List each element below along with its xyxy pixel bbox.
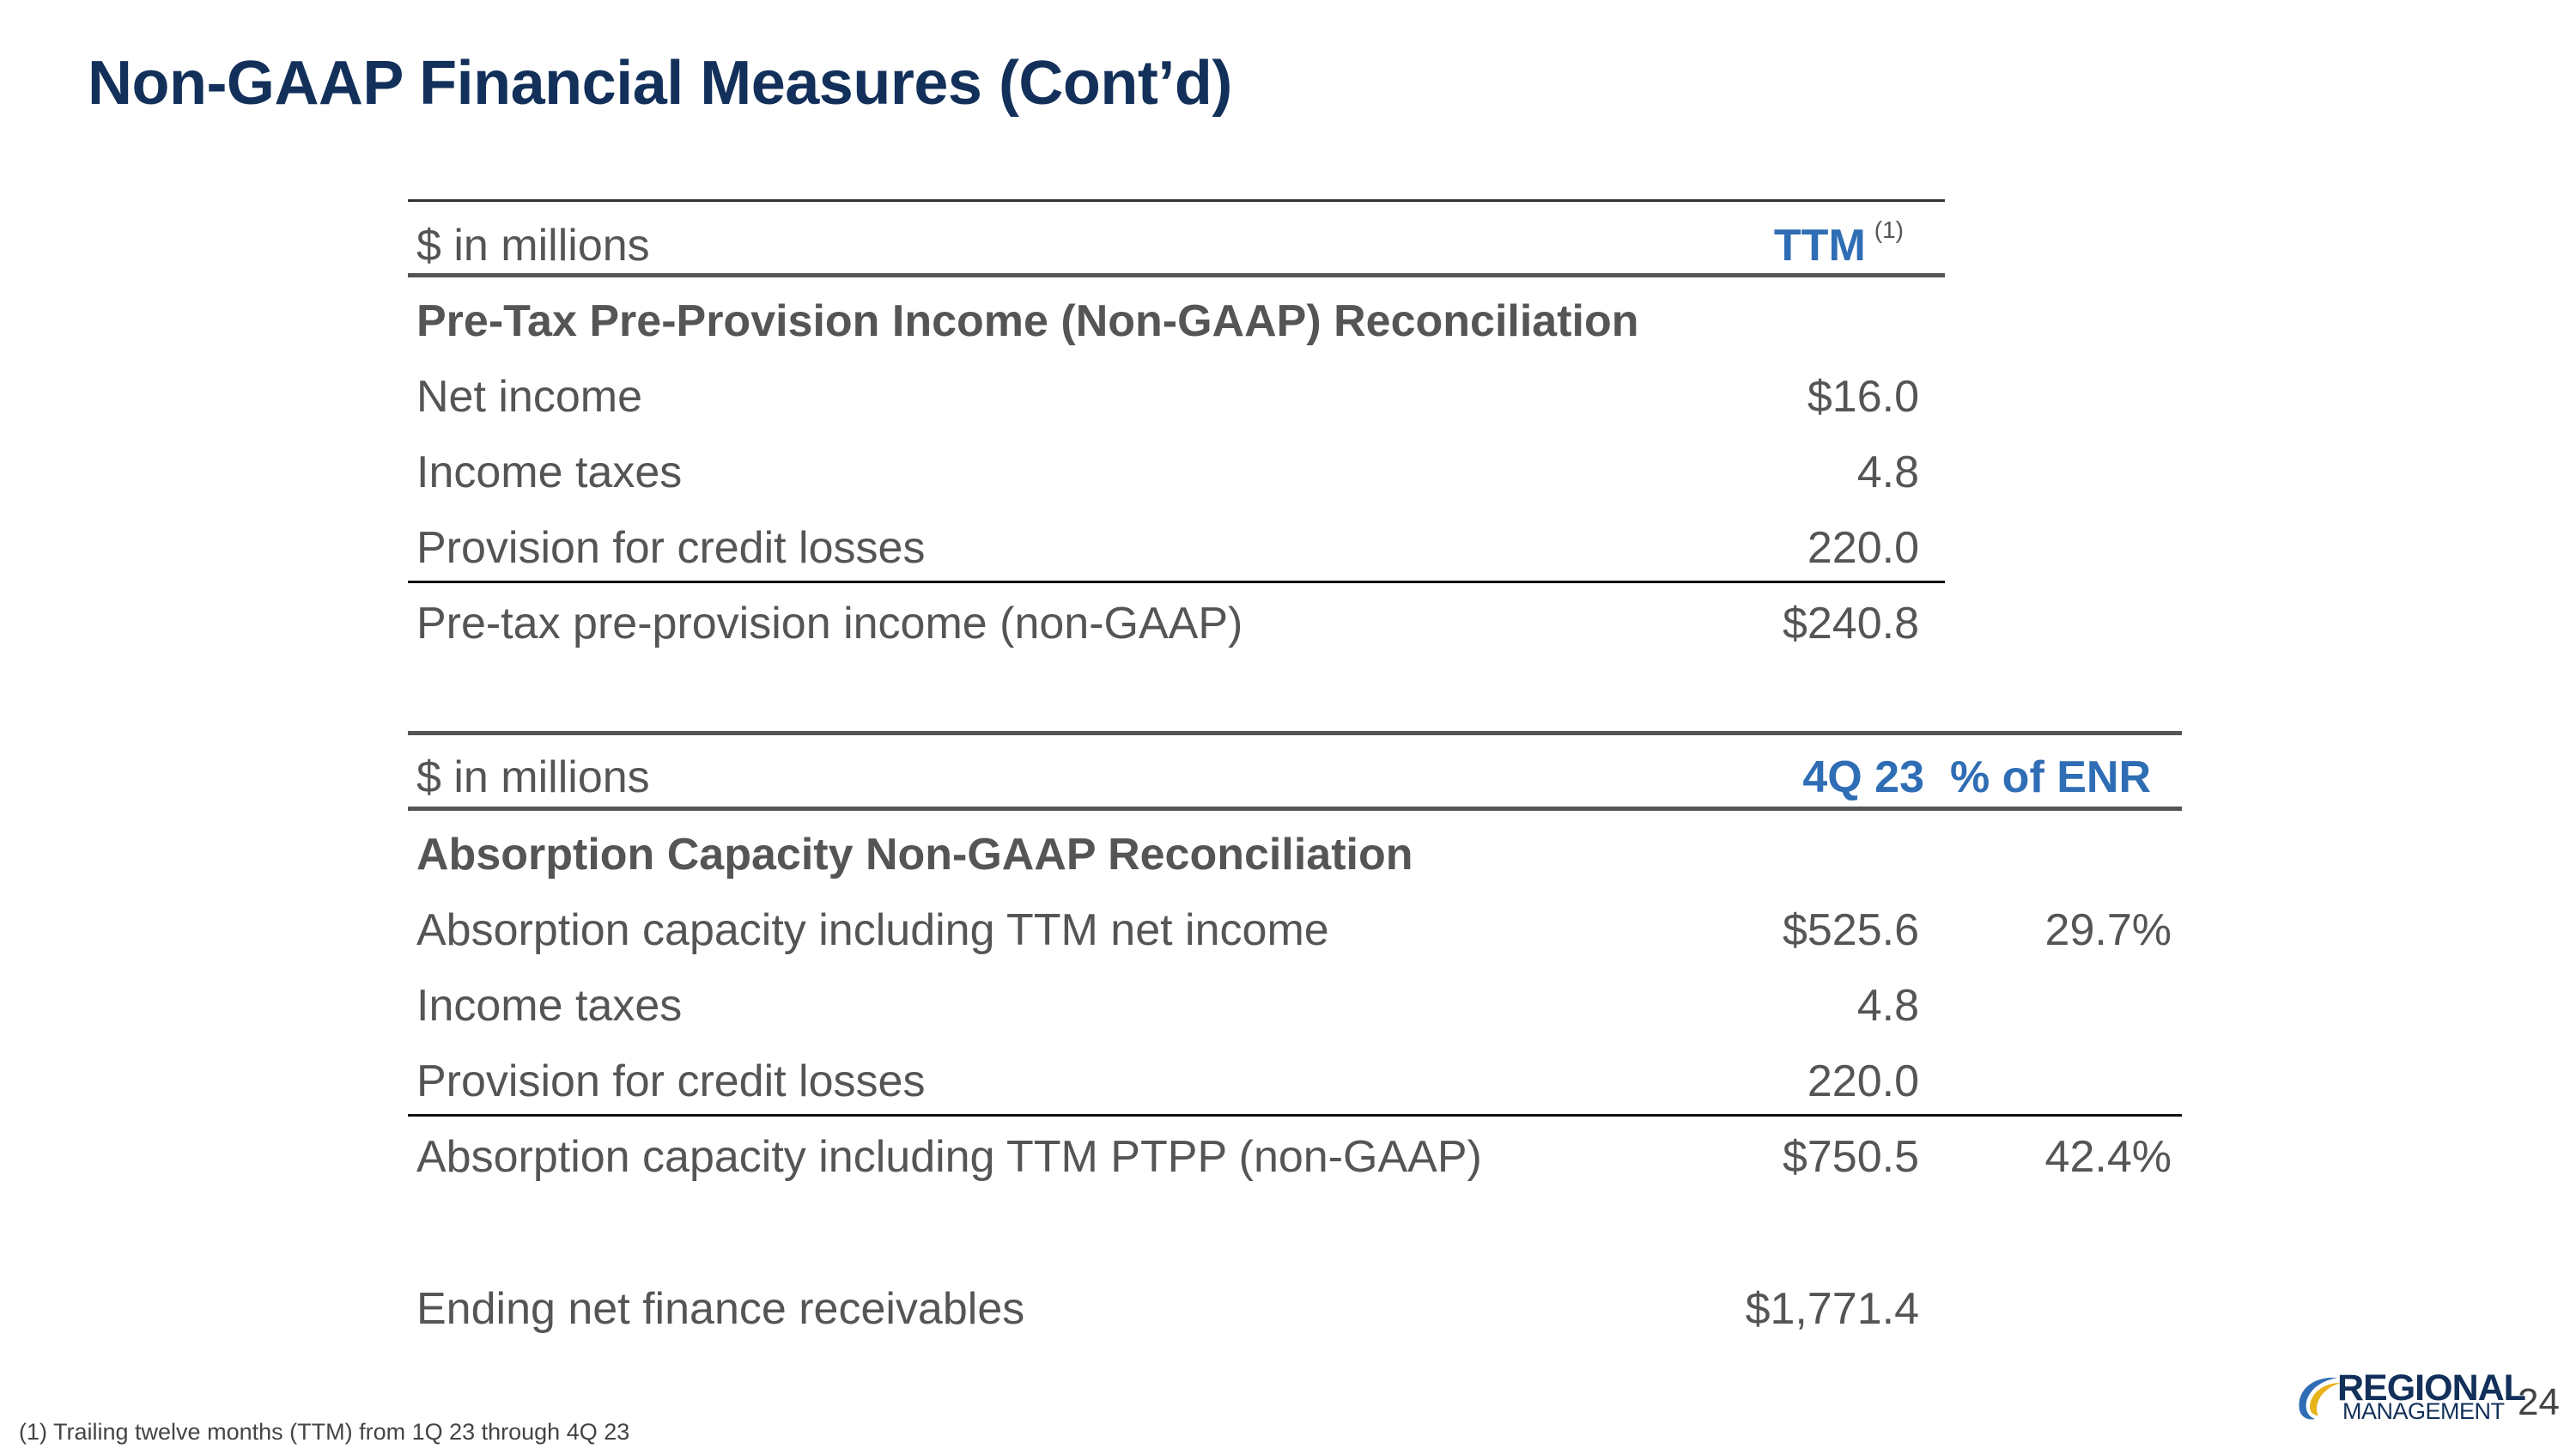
table-top-rule (408, 199, 1945, 202)
table-top-rule (408, 731, 2182, 735)
table-row: Net income $16.0 (408, 357, 1945, 431)
row-value: $240.8 (1782, 599, 1919, 648)
logo-text-bottom: MANAGEMENT (2342, 1398, 2505, 1424)
logo-swoosh-icon (2299, 1377, 2341, 1420)
row-value: $1,771.4 (1745, 1284, 1919, 1334)
row-label: Income taxes (416, 981, 683, 1031)
row-pct: 29.7% (2044, 905, 2172, 955)
row-label: Ending net finance receivables (416, 1284, 1025, 1334)
table-header-row: $ in millions TTM (1) (408, 206, 1945, 280)
table-row: Absorption capacity including TTM net in… (408, 891, 2182, 965)
page-title: Non-GAAP Financial Measures (Cont’d) (88, 49, 1232, 118)
row-pct: 42.4% (2044, 1132, 2172, 1182)
row-value: 220.0 (1807, 1056, 1919, 1106)
table-row-total: Pre-tax pre-provision income (non-GAAP) … (408, 584, 1945, 658)
row-value: 220.0 (1807, 523, 1919, 573)
table-row: Provision for credit losses 220.0 (408, 1042, 2182, 1116)
unit-label: $ in millions (416, 752, 650, 802)
row-label: Income taxes (416, 447, 683, 497)
row-label: Provision for credit losses (416, 523, 926, 573)
row-value: 4.8 (1856, 447, 1919, 497)
column-header: TTM (1) (1773, 216, 1904, 271)
section-title: Absorption Capacity Non-GAAP Reconciliat… (416, 830, 1413, 880)
company-logo: REGIONAL MANAGEMENT (2293, 1367, 2526, 1426)
subtotal-rule (408, 1114, 2182, 1117)
row-value: $16.0 (1807, 372, 1919, 422)
row-label: Net income (416, 372, 642, 422)
table-row: Provision for credit losses 220.0 (408, 508, 1945, 582)
row-value: $525.6 (1782, 905, 1919, 955)
table-row: Income taxes 4.8 (408, 433, 1945, 507)
footnote: (1) Trailing twelve months (TTM) from 1Q… (19, 1419, 630, 1445)
table-row: Income taxes 4.8 (408, 966, 2182, 1040)
header-rule (408, 807, 2182, 811)
row-value: 4.8 (1856, 981, 1919, 1031)
section-title-row: Absorption Capacity Non-GAAP Reconciliat… (408, 815, 2182, 889)
page-number: 24 (2518, 1381, 2560, 1423)
logo-text-top: REGIONAL (2337, 1367, 2526, 1409)
table-row-total: Absorption capacity including TTM PTPP (… (408, 1117, 2182, 1191)
column-header-pct: % of ENR (1950, 752, 2151, 802)
header-rule (408, 273, 1945, 277)
enr-row: Ending net finance receivables $1,771.4 (408, 1269, 2182, 1343)
row-label: Provision for credit losses (416, 1056, 926, 1106)
row-value: $750.5 (1782, 1132, 1919, 1182)
unit-label: $ in millions (416, 221, 650, 271)
table-header-row: $ in millions 4Q 23 % of ENR (408, 738, 2182, 812)
section-title-row: Pre-Tax Pre-Provision Income (Non-GAAP) … (408, 282, 1945, 356)
subtotal-rule (408, 581, 1945, 583)
column-header-quarter: 4Q 23 (1802, 752, 1924, 802)
footnote-marker: (1) (1874, 216, 1904, 243)
section-title: Pre-Tax Pre-Provision Income (Non-GAAP) … (416, 296, 1639, 346)
row-label: Absorption capacity including TTM PTPP (… (416, 1132, 1482, 1182)
row-label: Absorption capacity including TTM net in… (416, 905, 1329, 955)
row-label: Pre-tax pre-provision income (non-GAAP) (416, 599, 1243, 648)
